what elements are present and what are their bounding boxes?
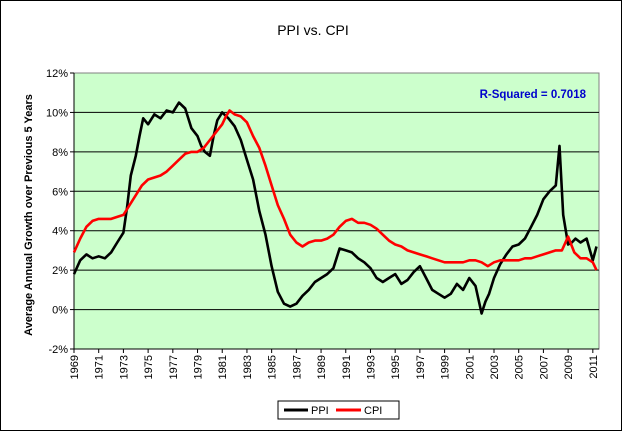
- y-tick-label: 10%: [46, 107, 68, 119]
- y-tick-label: 8%: [52, 147, 68, 159]
- y-tick-label: 6%: [52, 186, 68, 198]
- r-squared-annotation: R-Squared = 0.7018: [480, 89, 587, 101]
- x-tick-label: 2011: [588, 355, 600, 379]
- y-tick-label: 12%: [46, 68, 68, 80]
- y-tick-label: 2%: [52, 265, 68, 277]
- x-tick-label: 1985: [267, 355, 279, 379]
- chart-title: PPI vs. CPI: [277, 22, 349, 38]
- y-tick-label: -2%: [48, 344, 68, 356]
- x-tick-label: 1997: [415, 355, 427, 379]
- x-tick-label: 1989: [316, 355, 328, 379]
- x-tick-label: 1981: [217, 355, 229, 379]
- x-tick-label: 1983: [242, 355, 254, 379]
- x-tick-label: 2003: [489, 355, 501, 379]
- x-tick-label: 1995: [390, 355, 402, 379]
- series-line-cpi: [72, 109, 598, 271]
- x-tick-label: 2005: [514, 355, 526, 379]
- legend-label-cpi: CPI: [364, 405, 382, 417]
- x-tick-label: 2009: [563, 355, 575, 379]
- x-tick-label: 1977: [168, 355, 180, 379]
- x-tick-label: 1969: [69, 355, 81, 379]
- x-tick-label: 1987: [291, 355, 303, 379]
- x-tick-label: 1971: [94, 355, 106, 379]
- legend: PPI CPI: [277, 400, 400, 420]
- legend-label-ppi: PPI: [311, 405, 329, 417]
- x-tick-label: 1993: [365, 355, 377, 379]
- series-line-ppi: [72, 101, 598, 315]
- x-tick-label: 2001: [464, 355, 476, 379]
- y-tick-label: 0%: [52, 305, 68, 317]
- x-tick-label: 1999: [440, 355, 452, 379]
- plot-area: [73, 72, 600, 350]
- x-tick-label: 1975: [143, 355, 155, 379]
- x-tick-label: 2007: [538, 355, 550, 379]
- x-tick-label: 1973: [118, 355, 130, 379]
- y-axis-label: Average Annual Growth over Previous 5 Ye…: [23, 94, 35, 336]
- x-tick-label: 1991: [341, 355, 353, 379]
- x-tick-label: 1979: [193, 355, 205, 379]
- y-tick-label: 4%: [52, 226, 68, 238]
